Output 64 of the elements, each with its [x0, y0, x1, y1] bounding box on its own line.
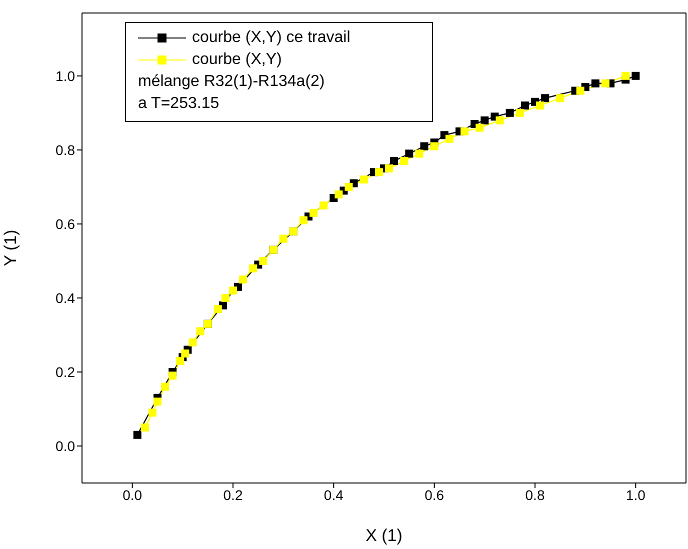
point — [181, 349, 190, 358]
point — [496, 116, 504, 124]
y-tick-label: 0.6 — [56, 216, 76, 232]
point — [536, 102, 544, 110]
y-tick-label: 0.2 — [56, 364, 76, 380]
y-tick-label: 1.0 — [56, 68, 76, 84]
point — [506, 108, 514, 117]
x-tick-label: 0.8 — [525, 486, 545, 503]
point — [299, 216, 308, 224]
point — [154, 398, 162, 406]
point — [405, 150, 414, 158]
point — [420, 142, 428, 150]
point — [430, 142, 438, 150]
point — [415, 150, 424, 158]
point — [385, 164, 394, 172]
point — [556, 94, 564, 102]
y-tick-label: 0.4 — [56, 290, 76, 306]
point — [320, 201, 328, 210]
point — [168, 372, 177, 380]
point — [460, 127, 469, 136]
y-axis-title: Y (1) — [1, 230, 20, 266]
legend-label: courbe (X,Y) ce travail — [192, 28, 350, 48]
x-tick-label: 0.4 — [324, 486, 344, 503]
annotation: a T=253.15 — [138, 94, 220, 114]
point — [279, 234, 288, 243]
point — [360, 176, 368, 184]
point — [400, 157, 408, 166]
point — [214, 305, 222, 314]
point — [161, 382, 170, 391]
point — [249, 264, 258, 272]
point — [140, 423, 149, 432]
y-tick-label: 0.8 — [56, 142, 76, 158]
point — [176, 356, 184, 365]
annotation: mélange R32(1)-R134a(2) — [138, 72, 326, 92]
point — [390, 157, 398, 166]
point — [480, 116, 489, 124]
point — [516, 108, 524, 117]
point — [344, 182, 353, 191]
point — [148, 408, 156, 417]
point — [259, 256, 268, 265]
point — [133, 430, 142, 439]
point — [334, 190, 343, 198]
point — [445, 134, 454, 143]
point — [632, 72, 640, 80]
point — [221, 294, 230, 302]
point — [601, 79, 610, 88]
point — [188, 338, 197, 346]
point — [576, 86, 584, 95]
point — [622, 72, 630, 80]
point — [541, 94, 550, 102]
point — [374, 168, 383, 176]
point — [476, 124, 484, 132]
legend-label: courbe (X,Y) — [192, 50, 282, 70]
x-tick-label: 0.6 — [424, 486, 444, 503]
x-tick-label: 1.0 — [626, 486, 646, 503]
x-tick-label: 0.0 — [122, 486, 142, 503]
point — [196, 327, 204, 336]
point — [591, 79, 600, 88]
point — [239, 275, 248, 284]
y-tick-label: 0.0 — [56, 438, 76, 454]
point — [310, 208, 318, 217]
x-axis-title: X (1) — [366, 526, 402, 545]
x-tick-label: 0.2 — [223, 486, 243, 503]
point — [520, 102, 529, 110]
